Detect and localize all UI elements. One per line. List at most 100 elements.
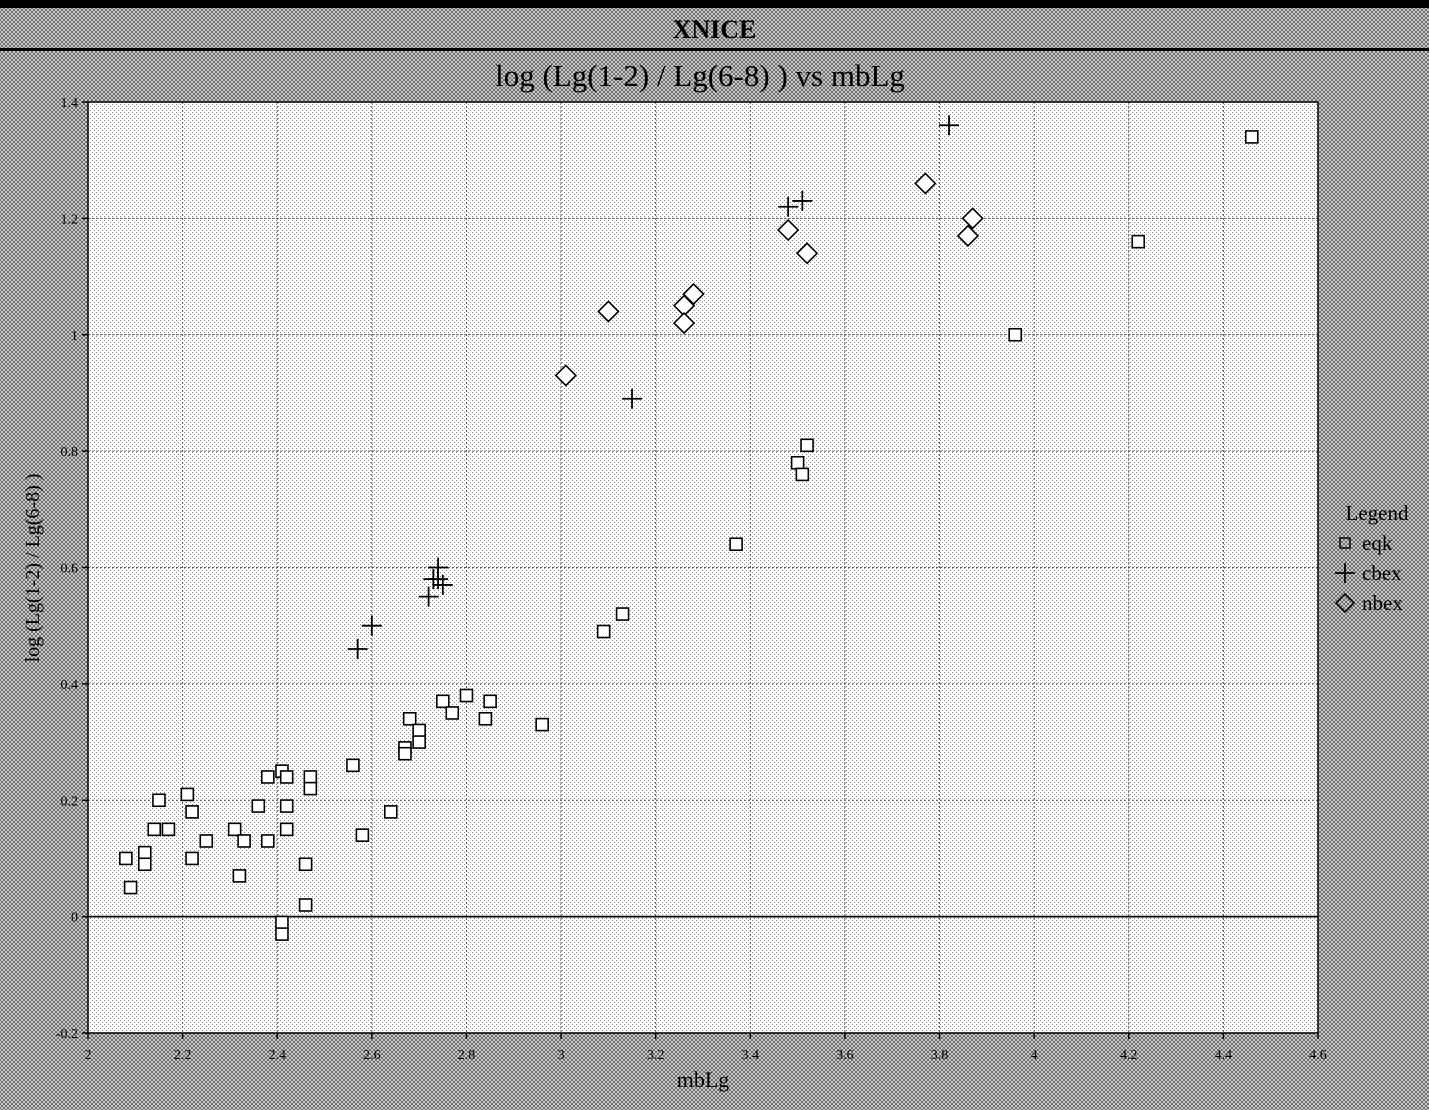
y-tick-label: 0.8: [61, 445, 79, 460]
nbex-point: [777, 218, 800, 242]
eqk-point: [260, 834, 275, 848]
eqk-point: [459, 688, 474, 703]
eqk-point: [260, 770, 275, 784]
eqk-point: [402, 711, 417, 726]
nbex-point: [914, 172, 937, 195]
x-tick-label: 2.2: [174, 1048, 192, 1063]
eqk-point: [275, 927, 289, 941]
cbex-point: [432, 574, 453, 595]
window-title: XNICE: [672, 15, 757, 44]
data-points: [119, 115, 1259, 941]
legend-label-cbex: cbex: [1362, 560, 1402, 585]
legend-item-eqk: eqk: [1328, 528, 1426, 558]
eqk-point: [303, 781, 318, 796]
y-tick-label: 0.6: [61, 562, 79, 577]
eqk-point: [412, 723, 426, 738]
cbex-point: [622, 388, 643, 409]
eqk-point: [227, 822, 242, 837]
y-tick-label: 0: [71, 911, 78, 926]
x-tick-label: 4.2: [1120, 1048, 1138, 1063]
legend-label-nbex: nbex: [1362, 590, 1403, 615]
eqk-point: [251, 799, 266, 813]
y-tick-label: 0.4: [61, 678, 79, 693]
eqk-point: [346, 758, 360, 773]
eqk-point: [383, 805, 398, 819]
eqk-point: [137, 845, 152, 860]
x-tick-label: 2.8: [458, 1048, 476, 1063]
eqk-point: [596, 624, 611, 639]
eqk-point: [535, 717, 549, 732]
nbex-point: [961, 207, 984, 230]
cbex-point: [361, 615, 382, 636]
eqk-point: [185, 805, 199, 819]
y-tick-label: 1.2: [61, 212, 79, 227]
diamond-marker-icon: [1328, 588, 1362, 618]
x-tick-label: 2.6: [363, 1048, 381, 1063]
eqk-point: [800, 438, 814, 453]
x-tick-label: 3.2: [647, 1048, 665, 1063]
plot-frame: [87, 101, 1319, 1034]
eqk-point: [483, 694, 497, 709]
cbex-point: [418, 586, 439, 607]
title-separator: [0, 48, 1429, 51]
legend: Legend eqk cbex nbex: [1328, 498, 1426, 618]
x-tick-label: 4: [1031, 1048, 1038, 1063]
eqk-point: [398, 746, 412, 761]
cbex-point: [792, 190, 813, 211]
eqk-point: [152, 793, 166, 808]
y-tick-label: 1.4: [61, 96, 79, 111]
eqk-point: [355, 828, 370, 842]
eqk-point: [412, 735, 426, 749]
x-tick-label: 3.6: [836, 1048, 854, 1063]
eqk-point: [445, 706, 460, 720]
y-tick-label: 1: [71, 329, 78, 344]
x-tick-label: 3.4: [742, 1048, 760, 1063]
nbex-point: [597, 300, 620, 323]
legend-label-eqk: eqk: [1362, 530, 1393, 555]
x-tick-labels: 2 2.2 2.4 2.6 2.8 3 3.2 3.4 3.6 3.8 4 4.2 4.4 4.6: [85, 1033, 1327, 1063]
y-tick-label: 0.2: [61, 794, 79, 809]
eqk-point: [790, 455, 805, 470]
x-tick-label: 2: [85, 1048, 92, 1063]
legend-item-cbex: cbex: [1328, 558, 1426, 588]
eqk-point: [279, 799, 294, 813]
eqk-point: [279, 770, 294, 784]
eqk-point: [147, 822, 162, 837]
y-axis-label: log (Lg(1-2) / Lg(6-8) ): [22, 474, 44, 663]
eqk-point: [1131, 234, 1146, 249]
legend-title: Legend: [1345, 501, 1409, 525]
eqk-point: [1008, 327, 1023, 342]
eqk-point: [137, 857, 152, 872]
eqk-point: [232, 869, 247, 883]
eqk-point: [185, 851, 199, 866]
nbex-point: [956, 224, 980, 247]
x-tick-label: 3.8: [931, 1048, 949, 1063]
x-tick-label: 4.4: [1215, 1048, 1233, 1063]
eqk-point: [298, 898, 313, 912]
nbex-point: [682, 282, 705, 306]
eqk-point: [729, 537, 743, 552]
x-tick-label: 4.6: [1309, 1048, 1327, 1063]
nbex-point: [795, 242, 819, 265]
cbex-point: [778, 196, 799, 217]
cbex-point: [347, 638, 368, 659]
eqk-point: [436, 694, 450, 709]
x-tick-label: 3: [558, 1048, 565, 1063]
grid-lines: [88, 102, 1318, 1033]
eqk-point: [275, 915, 289, 930]
eqk-point: [615, 607, 630, 621]
top-border: [0, 0, 1429, 8]
y-tick-labels: -0.2 0 0.2 0.4 0.6 0.8 1 1.2 1.4: [56, 96, 88, 1042]
eqk-point: [180, 787, 195, 802]
scatter-chart: log (Lg(1-2) / Lg(6-8) ) vs mbLg 2 2.2 2.4…: [22, 58, 1327, 1092]
x-tick-label: 2.4: [268, 1048, 286, 1063]
legend-item-nbex: nbex: [1328, 588, 1426, 618]
eqk-point: [298, 857, 313, 872]
nbex-point: [554, 364, 577, 387]
eqk-point: [795, 467, 810, 482]
square-marker-icon: [1328, 528, 1362, 558]
eqk-point: [199, 834, 214, 848]
eqk-point: [1244, 130, 1259, 144]
nbex-point: [672, 311, 696, 335]
plus-marker-icon: [1328, 558, 1362, 588]
